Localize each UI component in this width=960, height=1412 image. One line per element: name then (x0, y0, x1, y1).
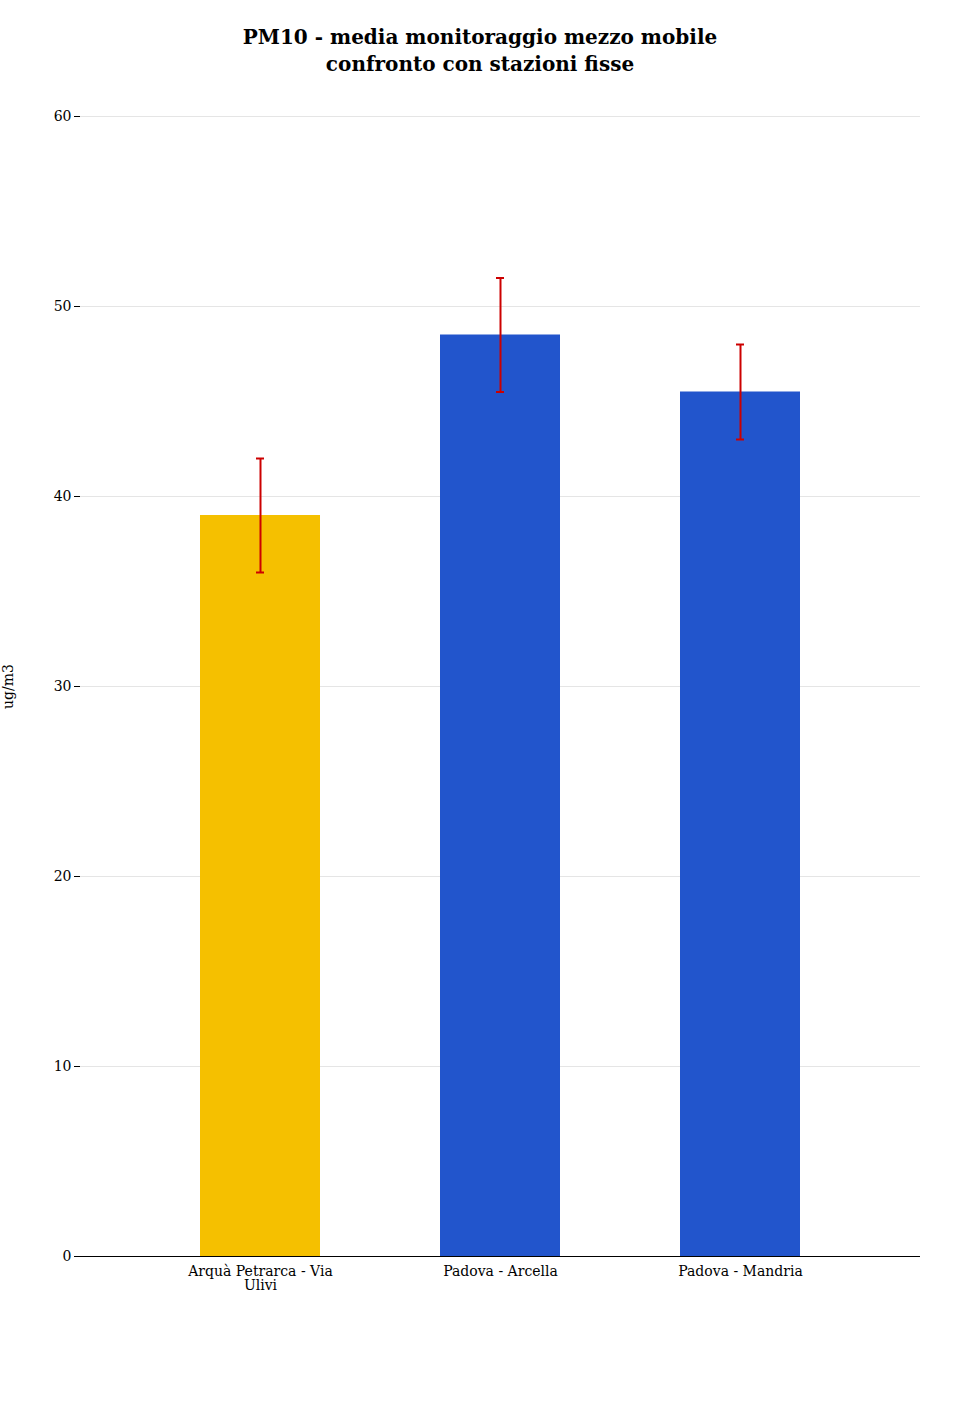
svg-text:Arquà Petrarca - ViaUlivi: Arquà Petrarca - ViaUlivi (187, 1263, 333, 1293)
svg-text:Padova - Arcella: Padova - Arcella (443, 1263, 558, 1279)
svg-text:40: 40 (54, 488, 72, 504)
svg-text:30: 30 (54, 678, 72, 694)
svg-text:20: 20 (54, 868, 72, 884)
svg-text:0: 0 (63, 1248, 72, 1264)
html-text:PM10 - media monitoraggio mezz: PM10 - media monitoraggio mezzo mobile c… (242, 25, 718, 76)
svg-text:Padova - Mandria: Padova - Mandria (678, 1263, 803, 1279)
svg-text:60: 60 (54, 108, 72, 124)
svg-text:50: 50 (54, 298, 72, 314)
svg-text:10: 10 (54, 1058, 72, 1074)
svg-text:ug/m3: ug/m3 (0, 664, 16, 709)
